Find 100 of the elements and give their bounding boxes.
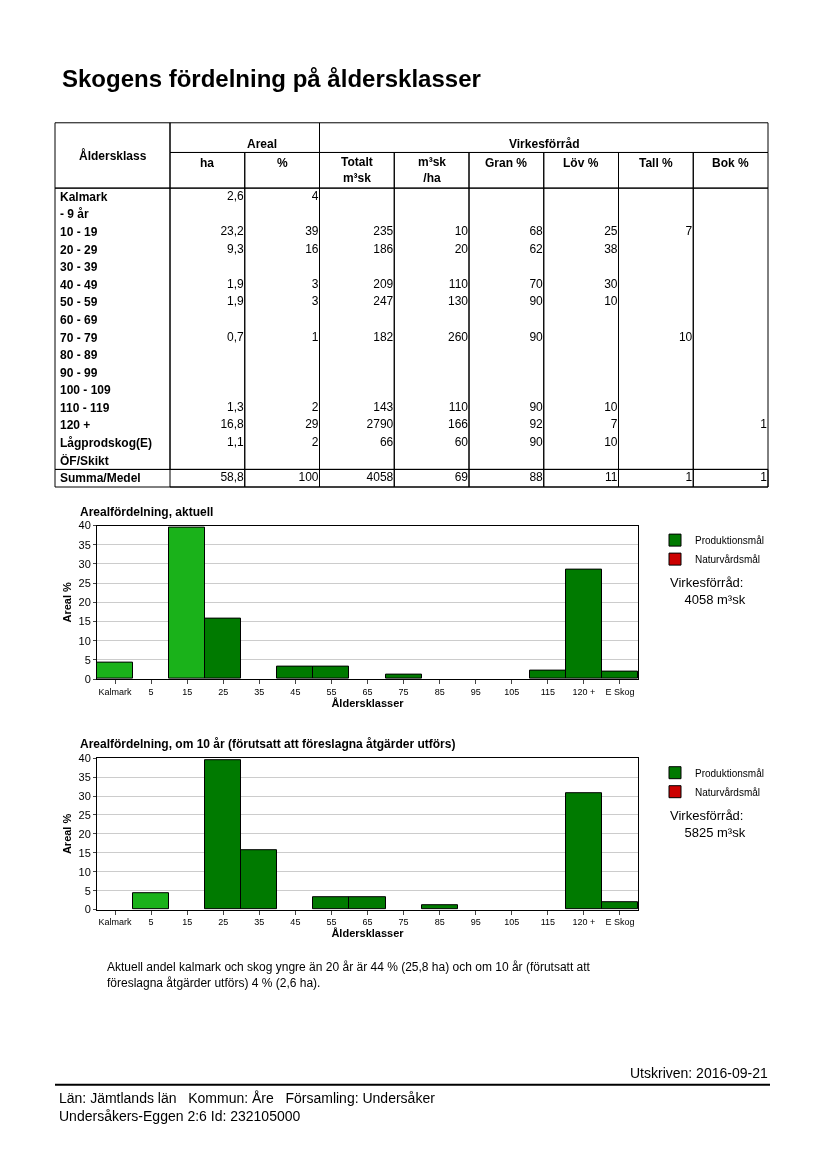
x-tick-label: 5: [148, 686, 154, 697]
x-tick-label: Totalt m³sk: [341, 155, 373, 185]
data-label: 88: [529, 470, 544, 485]
x-axis-title: Åldersklasser: [331, 927, 405, 940]
y-tick-label: 20: [78, 827, 91, 840]
data-label: 209: [373, 276, 394, 291]
data-label: 68: [529, 224, 544, 239]
x-tick-label: 45: [290, 686, 301, 697]
data-label: 10: [454, 224, 469, 239]
data-label: 58,8: [220, 470, 245, 485]
legend-label: Naturvårdsmål: [695, 786, 761, 798]
x-tick-label: 25: [218, 917, 229, 928]
data-label: 30: [604, 276, 618, 291]
text: Län: Jämtlands län Kommun: Åre Församling: Undersåker Undersåkers-Eggen 2:6 Id: 232105000: [59, 1090, 436, 1125]
text: Virkesförråd: 4058 m³sk: [670, 575, 746, 607]
data-label: 1,9: [227, 276, 245, 291]
data-label: 16: [305, 241, 319, 256]
y-tick-label: 30: [78, 557, 91, 570]
data-label: 1,1: [227, 435, 245, 450]
x-tick-label: Bok %: [712, 156, 749, 170]
x-axis-title: Åldersklasser: [331, 696, 405, 709]
y-axis-title: Areal %: [61, 581, 74, 623]
x-tick-label: 35: [254, 686, 265, 697]
data-label: 60: [454, 435, 469, 450]
x-tick-label: 35: [254, 917, 265, 928]
data-label: 90: [529, 294, 544, 309]
data-label: 110: [448, 399, 469, 414]
x-tick-label: 15: [182, 917, 193, 928]
legend-label: Produktionsmål: [695, 767, 764, 779]
data-label: 110: [448, 276, 469, 291]
data-label: 186: [373, 241, 394, 256]
y-tick-label: 40: [78, 519, 91, 532]
y-tick-label: 70 - 79: [60, 331, 98, 345]
data-label: 260: [447, 329, 469, 344]
y-tick-label: 10: [78, 634, 91, 647]
y-tick-label: 110 - 119: [60, 401, 110, 415]
text: Utskriven: 2016-09-21: [630, 1065, 768, 1081]
data-label: 1,3: [227, 399, 245, 414]
text: Virkesförråd: [509, 137, 580, 151]
data-label: 2,6: [227, 188, 245, 203]
data-label: 1: [760, 470, 768, 485]
y-tick-label: 35: [78, 770, 91, 783]
y-tick-label: 80 - 89: [60, 348, 98, 362]
y-tick-label: 30 - 39: [60, 260, 98, 274]
x-tick-label: 55: [326, 686, 337, 697]
x-tick-label: Kalmark: [98, 686, 133, 697]
data-label: 62: [529, 241, 544, 256]
x-tick-label: Gran %: [485, 156, 528, 170]
data-label: 1: [760, 417, 768, 432]
y-axis-title: Areal %: [61, 813, 74, 855]
data-label: 90: [529, 435, 544, 450]
data-label: 38: [604, 241, 618, 256]
data-label: 3: [311, 276, 319, 291]
data-label: 25: [604, 224, 618, 239]
data-label: 166: [447, 417, 469, 432]
y-tick-label: 0: [84, 903, 91, 916]
data-label: 10: [604, 435, 618, 450]
x-tick-label: 25: [218, 686, 229, 697]
y-tick-label: 25: [78, 808, 91, 821]
y-tick-label: 10 - 19: [60, 225, 98, 239]
x-tick-label: 95: [470, 686, 481, 697]
x-tick-label: 120 +: [572, 917, 596, 928]
chart-title: Skogens fördelning på åldersklasser: [62, 65, 481, 92]
data-label: 7: [685, 224, 693, 239]
y-tick-label: 40: [78, 752, 91, 765]
x-tick-label: 55: [326, 917, 337, 928]
data-label: 10: [604, 399, 618, 414]
data-label: 66: [379, 435, 394, 450]
data-label: 2: [311, 435, 319, 450]
y-tick-label: 5: [84, 884, 91, 897]
y-tick-label: 10: [78, 865, 91, 878]
text: Aktuell andel kalmark och skog yngre än 20 år är 44 % (25,8 ha) och om 10 år (förutsatt att föreslagna åtgärder utförs) 4 % (2,6 ha).: [107, 960, 591, 990]
data-label: 4058: [366, 470, 394, 485]
x-tick-label: E Skog: [605, 686, 635, 697]
x-tick-label: Tall %: [639, 156, 674, 170]
x-tick-label: 85: [434, 686, 445, 697]
x-tick-label: 75: [398, 917, 409, 928]
data-label: 16,8: [220, 417, 245, 432]
x-tick-label: m³sk /ha: [418, 155, 447, 185]
x-tick-label: 95: [470, 917, 481, 928]
data-label: 23,2: [220, 224, 245, 239]
x-tick-label: ha: [200, 156, 215, 170]
y-tick-label: 15: [78, 615, 91, 628]
data-label: 130: [447, 294, 469, 309]
x-tick-label: 120 +: [572, 686, 596, 697]
x-tick-label: Löv %: [563, 156, 599, 170]
text: Areal: [247, 137, 278, 151]
x-tick-label: Kalmark: [98, 917, 133, 928]
data-label: 1,9: [227, 294, 245, 309]
data-label: 2: [311, 399, 319, 414]
y-tick-label: 25: [78, 576, 91, 589]
y-tick-label: ÖF/Skikt: [60, 453, 109, 468]
chart-title: Arealfördelning, om 10 år (förutsatt att föreslagna åtgärder utförs): [80, 737, 456, 751]
y-tick-label: - 9 år: [60, 207, 90, 221]
data-label: 1: [311, 329, 319, 344]
y-tick-label: 15: [78, 846, 91, 859]
data-label: 7: [610, 417, 618, 432]
x-tick-label: 115: [540, 686, 556, 697]
data-label: 90: [529, 329, 544, 344]
y-tick-label: 50 - 59: [60, 295, 98, 309]
